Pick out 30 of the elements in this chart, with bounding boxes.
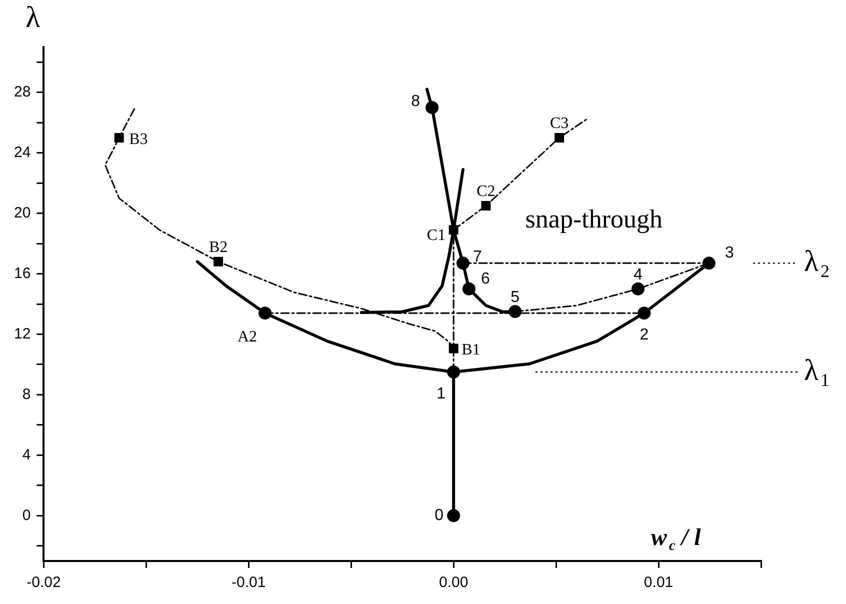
y-tick-label: 4 [22, 446, 31, 464]
annotation: 6 [480, 270, 490, 288]
annotation: C3 [550, 114, 569, 132]
annotation: A2 [237, 328, 258, 346]
x-tick-label: -0.01 [232, 574, 266, 592]
annotation: 3 [724, 244, 734, 262]
annotation: snap-through [525, 204, 663, 234]
annotation: 1 [436, 385, 446, 402]
annotation: 5 [510, 288, 520, 306]
y-tick-label: 0 [22, 506, 31, 524]
annotation: 8 [411, 92, 420, 110]
annotation: B1 [462, 342, 480, 359]
annotation: B3 [129, 130, 148, 148]
y-tick-label: 28 [14, 83, 31, 100]
x-tick-label: -0.02 [26, 574, 61, 592]
y-tick-label: 8 [22, 386, 31, 403]
annotation: C2 [476, 182, 496, 200]
y-tick-label: 20 [14, 204, 31, 222]
y-tick-label: 24 [14, 144, 31, 161]
x-tick-label: 0.01 [644, 574, 674, 592]
y-tick-label: 16 [14, 264, 31, 282]
y-tick-label: 12 [14, 325, 31, 342]
annotation: B2 [208, 238, 228, 256]
annotation: 0 [434, 507, 444, 524]
annotation: C1 [426, 227, 446, 244]
annotation: 2 [640, 326, 649, 344]
y-axis-title: λ [26, 0, 41, 34]
annotation: 7 [473, 248, 482, 266]
annotation: 4 [634, 266, 643, 284]
x-tick-label: 0.00 [438, 574, 468, 592]
